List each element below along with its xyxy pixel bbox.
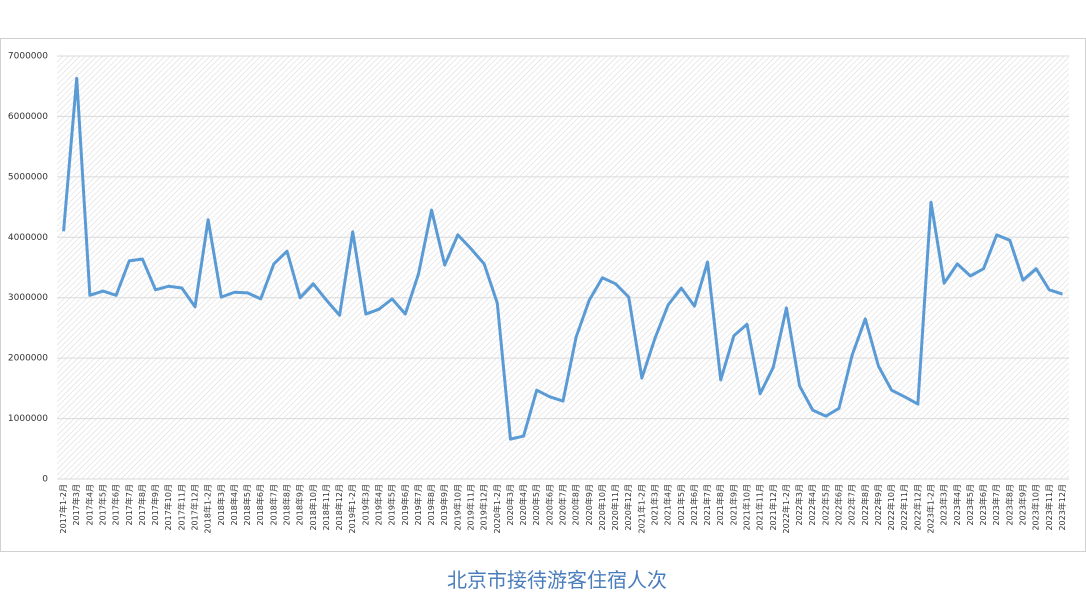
x-tick-label: 2021年7月 (702, 484, 712, 525)
y-tick-label: 3000000 (8, 293, 48, 303)
y-tick-label: 4000000 (8, 233, 48, 243)
x-tick-label: 2022年1-2月 (781, 484, 791, 533)
x-tick-label: 2017年6月 (111, 484, 121, 525)
x-tick-label: 2023年4月 (952, 484, 962, 525)
x-tick-label: 2019年10月 (452, 484, 462, 531)
x-tick-label: 2023年10月 (1031, 484, 1041, 531)
x-tick-label: 2023年5月 (965, 484, 975, 525)
x-tick-label: 2023年9月 (1018, 484, 1028, 525)
x-tick-label: 2022年12月 (912, 484, 922, 531)
x-tick-label: 2022年3月 (794, 484, 804, 525)
x-tick-label: 2020年10月 (597, 484, 607, 531)
x-tick-label: 2018年1-2月 (203, 484, 213, 533)
x-tick-label: 2023年11月 (1044, 484, 1054, 531)
x-tick-label: 2018年10月 (308, 484, 318, 531)
x-tick-label: 2019年11月 (466, 484, 476, 531)
x-tick-label: 2020年1-2月 (492, 484, 502, 533)
x-tick-label: 2017年10月 (163, 484, 173, 531)
x-tick-label: 2019年12月 (479, 484, 489, 531)
y-tick-label: 6000000 (8, 112, 48, 122)
x-tick-label: 2017年1-2月 (58, 484, 68, 533)
x-tick-label: 2021年3月 (650, 484, 660, 525)
x-tick-label: 2017年8月 (137, 484, 147, 525)
x-tick-label: 2020年6月 (544, 484, 554, 525)
x-tick-label: 2022年9月 (873, 484, 883, 525)
x-tick-label: 2018年12月 (334, 484, 344, 531)
y-tick-label: 0 (42, 475, 48, 485)
x-tick-label: 2021年5月 (676, 484, 686, 525)
x-tick-label: 2022年5月 (820, 484, 830, 525)
chart-title: 北京市接待游客住宿人次 (447, 568, 667, 592)
x-tick-label: 2019年8月 (426, 484, 436, 525)
x-tick-label: 2023年3月 (939, 484, 949, 525)
x-tick-label: 2017年11月 (176, 484, 186, 531)
x-tick-label: 2021年12月 (768, 484, 778, 531)
x-tick-label: 2021年1-2月 (636, 484, 646, 533)
x-tick-label: 2018年9月 (295, 484, 305, 525)
x-tick-label: 2019年5月 (387, 484, 397, 525)
x-tick-label: 2023年8月 (1004, 484, 1014, 525)
x-tick-label: 2018年5月 (242, 484, 252, 525)
x-tick-label: 2020年3月 (505, 484, 515, 525)
x-tick-label: 2022年11月 (899, 484, 909, 531)
data-line (62, 76, 1063, 441)
x-tick-label: 2021年4月 (663, 484, 673, 525)
x-tick-label: 2019年7月 (413, 484, 423, 525)
x-tick-label: 2020年9月 (584, 484, 594, 525)
x-tick-label: 2018年7月 (268, 484, 278, 525)
x-tick-label: 2019年6月 (400, 484, 410, 525)
x-tick-label: 2021年9月 (728, 484, 738, 525)
x-tick-label: 2017年5月 (98, 484, 108, 525)
x-tick-label: 2020年11月 (610, 484, 620, 531)
x-tick-label: 2019年4月 (374, 484, 384, 525)
x-tick-label: 2023年1-2月 (926, 484, 936, 533)
x-tick-label: 2023年12月 (1057, 484, 1067, 531)
x-tick-label: 2021年11月 (755, 484, 765, 531)
y-tick-label: 1000000 (8, 414, 48, 424)
x-tick-label: 2020年4月 (518, 484, 528, 525)
x-tick-label: 2023年7月 (991, 484, 1001, 525)
x-tick-label: 2019年3月 (360, 484, 370, 525)
x-tick-label: 2020年8月 (571, 484, 581, 525)
x-tick-label: 2018年4月 (229, 484, 239, 525)
y-tick-label: 7000000 (8, 52, 48, 62)
x-tick-label: 2019年9月 (439, 484, 449, 525)
x-tick-label: 2022年4月 (807, 484, 817, 525)
x-tick-label: 2021年6月 (689, 484, 699, 525)
x-tick-label: 2022年7月 (847, 484, 857, 525)
y-tick-label: 5000000 (8, 172, 48, 182)
x-tick-label: 2018年3月 (216, 484, 226, 525)
x-tick-label: 2019年1-2月 (347, 484, 357, 533)
x-tick-label: 2020年12月 (623, 484, 633, 531)
x-tick-label: 2018年8月 (282, 484, 292, 525)
x-tick-label: 2018年6月 (255, 484, 265, 525)
x-tick-label: 2021年10月 (742, 484, 752, 531)
x-tick-label: 2021年8月 (715, 484, 725, 525)
y-tick-label: 2000000 (8, 354, 48, 364)
x-tick-label: 2022年10月 (886, 484, 896, 531)
x-tick-label: 2017年12月 (190, 484, 200, 531)
x-tick-label: 2017年9月 (150, 484, 160, 525)
plot-background (57, 56, 1069, 479)
x-tick-label: 2022年8月 (860, 484, 870, 525)
x-tick-label: 2022年6月 (834, 484, 844, 525)
x-tick-label: 2023年6月 (978, 484, 988, 525)
x-tick-label: 2017年4月 (84, 484, 94, 525)
x-tick-label: 2020年5月 (531, 484, 541, 525)
x-tick-label: 2017年3月 (71, 484, 81, 525)
x-tick-label: 2018年11月 (321, 484, 331, 531)
x-tick-label: 2017年7月 (124, 484, 134, 525)
x-tick-label: 2020年7月 (558, 484, 568, 525)
